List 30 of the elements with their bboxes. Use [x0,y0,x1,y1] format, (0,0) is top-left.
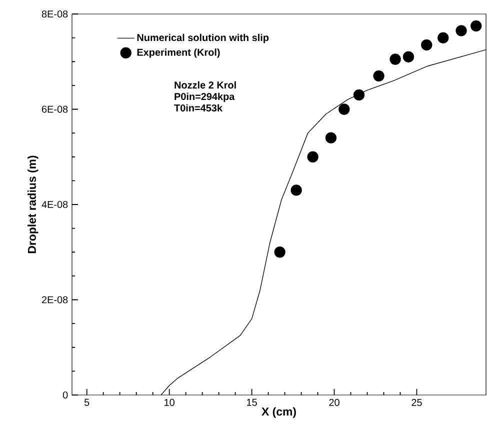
point [402,51,414,62]
x-tick-label: 5 [84,398,90,406]
annotation: T0in=453k [174,104,222,112]
point [338,104,350,115]
x-tick-label: 20 [329,398,340,406]
point [470,20,482,32]
point [421,39,432,51]
point [290,184,302,196]
y-tick-label: 4E-08 [42,200,68,208]
annotation: P0in=294kpa [174,92,235,102]
annotation: Nozzle 2 Krol [174,81,236,89]
point [456,25,467,36]
point [325,132,337,144]
y-tick-label: 6E-08 [42,106,68,113]
point [390,54,401,65]
y-axis-title: Droplet radius (m) [28,156,38,254]
legend-label: Experiment (Krol) [137,48,220,58]
point [274,246,286,258]
point [438,32,449,44]
legend-label: Numerical solution with slip [137,34,269,44]
y-tick-label: 0 [62,391,68,399]
point [353,89,365,101]
x-tick-label: 25 [412,398,422,406]
x-tick-label: 10 [164,398,174,406]
y-tick-label: 2E-08 [42,296,68,304]
x-axis-title: X (cm) [262,407,296,418]
point [373,70,384,82]
x-tick-label: 15 [247,398,257,406]
point [307,151,318,162]
y-tick-label: 8E-08 [42,10,68,18]
